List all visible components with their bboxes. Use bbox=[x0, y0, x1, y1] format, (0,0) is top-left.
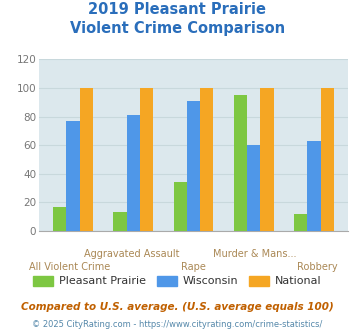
Bar bbox=[260, 88, 274, 231]
Bar bbox=[294, 214, 307, 231]
Bar bbox=[321, 88, 334, 231]
Bar bbox=[66, 121, 80, 231]
Text: Violent Crime Comparison: Violent Crime Comparison bbox=[70, 21, 285, 36]
Text: Aggravated Assault: Aggravated Assault bbox=[84, 249, 180, 259]
Text: Rape: Rape bbox=[181, 262, 206, 272]
Legend: Pleasant Prairie, Wisconsin, National: Pleasant Prairie, Wisconsin, National bbox=[29, 271, 326, 291]
Bar bbox=[200, 88, 213, 231]
Bar bbox=[234, 95, 247, 231]
Text: © 2025 CityRating.com - https://www.cityrating.com/crime-statistics/: © 2025 CityRating.com - https://www.city… bbox=[32, 320, 323, 329]
Text: Robbery: Robbery bbox=[297, 262, 337, 272]
Bar bbox=[127, 115, 140, 231]
Text: Compared to U.S. average. (U.S. average equals 100): Compared to U.S. average. (U.S. average … bbox=[21, 302, 334, 312]
Bar bbox=[187, 101, 200, 231]
Bar bbox=[80, 88, 93, 231]
Text: All Violent Crime: All Violent Crime bbox=[29, 262, 110, 272]
Text: Murder & Mans...: Murder & Mans... bbox=[213, 249, 297, 259]
Bar bbox=[140, 88, 153, 231]
Text: 2019 Pleasant Prairie: 2019 Pleasant Prairie bbox=[88, 2, 267, 16]
Bar bbox=[174, 182, 187, 231]
Bar bbox=[247, 145, 260, 231]
Bar bbox=[307, 141, 321, 231]
Bar bbox=[113, 213, 127, 231]
Bar bbox=[53, 207, 66, 231]
